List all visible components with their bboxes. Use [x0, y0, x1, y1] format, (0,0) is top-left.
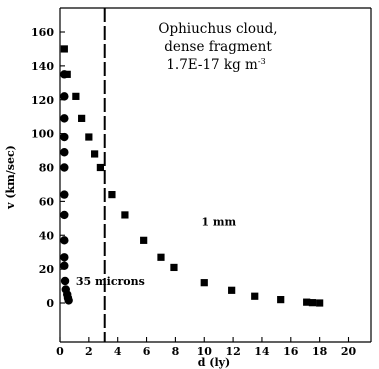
- data-point-circle: [60, 92, 69, 101]
- title-line-3: 1.7E-17 kg m-3: [166, 57, 265, 73]
- data-point-circle: [60, 210, 69, 220]
- data-point-square: [96, 163, 104, 172]
- y-tick-label: 80: [39, 162, 55, 175]
- data-point-circle: [60, 114, 69, 123]
- x-axis-label: d (ly): [198, 356, 231, 369]
- data-point-square: [157, 253, 165, 261]
- x-tick-label: 10: [197, 345, 213, 358]
- annotation-35-microns: 35 microns: [76, 275, 145, 288]
- data-point-circle: [60, 261, 69, 270]
- data-point-square: [200, 279, 208, 287]
- annotation-1-mm: 1 mm: [201, 216, 236, 229]
- data-point-square: [170, 263, 178, 272]
- series-circles: [60, 70, 73, 305]
- data-point-circle: [64, 296, 73, 305]
- x-tick-label: 14: [254, 345, 270, 358]
- data-point-square: [85, 133, 93, 141]
- chart-title: Ophiuchus cloud, dense fragment 1.7E-17 …: [158, 21, 277, 73]
- y-tick-label: 20: [39, 263, 55, 276]
- data-point-circle: [60, 190, 69, 199]
- y-tick-label: 140: [31, 60, 54, 73]
- x-tick-label: 16: [283, 345, 299, 358]
- data-point-square: [228, 286, 236, 294]
- y-tick-label: 160: [31, 26, 54, 39]
- data-point-circle: [60, 148, 69, 157]
- data-marks: [60, 45, 324, 307]
- data-point-square: [108, 191, 116, 199]
- data-point-square: [140, 236, 148, 244]
- y-axis-label: v (km/sec): [4, 145, 17, 210]
- y-tick-label: 0: [46, 297, 54, 310]
- data-point-square: [308, 299, 317, 307]
- data-point-square: [72, 92, 80, 100]
- title-density-sup: -3: [258, 57, 266, 66]
- data-point-circle: [60, 236, 69, 245]
- x-tick-label: 20: [341, 345, 357, 358]
- data-point-square: [277, 296, 285, 304]
- data-point-circle: [60, 276, 70, 286]
- data-point-circle: [60, 253, 69, 262]
- data-point-square: [251, 292, 259, 300]
- y-tick-label: 60: [39, 195, 55, 208]
- y-tick-label: 120: [31, 94, 54, 107]
- x-tick-label: 18: [312, 345, 328, 358]
- series-squares: [60, 45, 324, 307]
- title-density: 1.7E-17 kg m: [166, 57, 258, 73]
- data-point-square: [60, 45, 68, 53]
- title-line-2: dense fragment: [164, 39, 272, 55]
- data-point-square: [63, 70, 71, 78]
- x-tick-label: 6: [143, 345, 151, 358]
- x-tick-label: 4: [114, 345, 122, 358]
- x-tick-label: 12: [225, 345, 240, 358]
- x-tick-label: 0: [56, 345, 64, 358]
- title-line-1: Ophiuchus cloud,: [158, 21, 277, 37]
- data-point-circle: [60, 132, 69, 142]
- y-tick-label: 40: [39, 229, 55, 242]
- x-tick-label: 8: [172, 345, 180, 358]
- data-point-square: [316, 299, 324, 307]
- ticks: 0 2 4 6 8 10 12 14 16 18 20 0 20 40 60 80 100 120 140 160: [31, 26, 356, 358]
- x-tick-label: 2: [85, 345, 93, 358]
- data-point-square: [303, 298, 311, 306]
- data-point-square: [121, 211, 129, 219]
- data-point-square: [91, 150, 99, 158]
- data-point-circle: [60, 163, 69, 172]
- data-point-square: [78, 114, 86, 122]
- y-tick-label: 100: [31, 128, 54, 141]
